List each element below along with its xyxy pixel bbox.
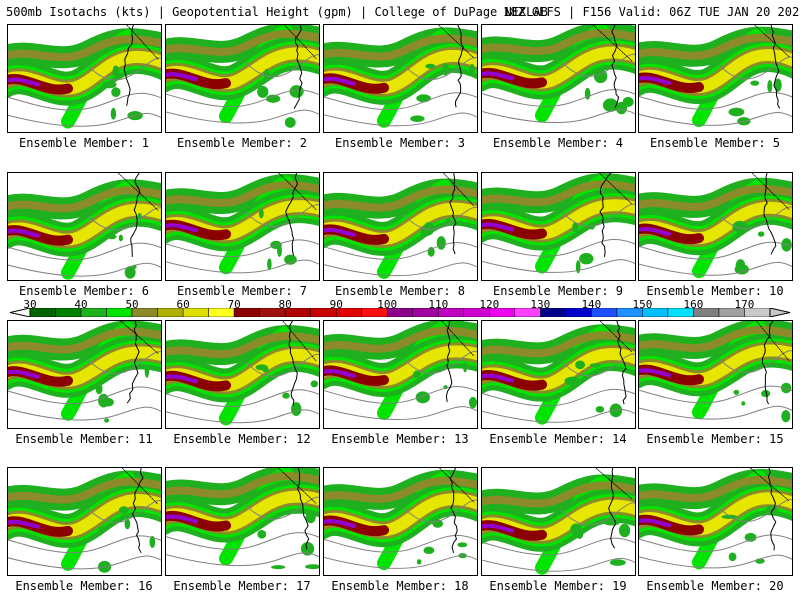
panel-label: Ensemble Member: 14 [489,432,627,446]
isotach-map [166,173,319,275]
isotach-map [639,321,792,423]
panel-label: Ensemble Member: 7 [176,284,308,298]
colorbar-right-arrow [769,308,790,317]
colorbar-tick-label: 150 [632,298,653,311]
isotach-map [166,25,319,128]
panel-label: Ensemble Member: 1 [18,136,150,150]
panel-label: Ensemble Member: 3 [334,136,466,150]
ensemble-panel [7,320,162,429]
ensemble-panel [165,467,320,576]
isotach-map [482,321,635,425]
panel-label: Ensemble Member: 15 [646,432,784,446]
panel-label: Ensemble Member: 20 [646,579,784,593]
ensemble-panel [638,24,793,133]
colorbar-tick-label: 50 [125,298,139,311]
panel-label: Ensemble Member: 8 [334,284,466,298]
colorbar-tick-label: 130 [530,298,551,311]
colorbar-tick-label: 110 [428,298,449,311]
panel-label: Ensemble Member: 6 [18,284,150,298]
colorbar-tick-label: 170 [734,298,755,311]
colorbar-tick-label: 100 [377,298,398,311]
ensemble-panel [323,320,478,429]
colorbar-tick-label: 60 [176,298,190,311]
colorbar [10,308,790,317]
run-info: 18Z GEFS | F156 Valid: 06Z TUE JAN 20 20… [503,5,800,19]
colorbar-tick-label: 160 [683,298,704,311]
isotach-map [639,25,792,127]
isotach-map [482,468,635,575]
ensemble-panel [481,172,636,281]
colorbar-tick-label: 70 [227,298,241,311]
ensemble-panel [165,320,320,429]
ensemble-panel [638,172,793,281]
panel-label: Ensemble Member: 4 [492,136,624,150]
colorbar-tick-label: 140 [581,298,602,311]
isotach-map [8,25,161,129]
isotach-map [8,321,161,423]
isotach-map [324,468,477,571]
isotach-map [482,25,635,124]
ensemble-panel [481,320,636,429]
ensemble-panel [165,172,320,281]
panel-label: Ensemble Member: 18 [331,579,469,593]
ensemble-panel [7,24,162,133]
ensemble-panel [481,467,636,576]
isotach-map [324,321,477,421]
colorbar-tick-label: 40 [74,298,88,311]
panel-label: Ensemble Member: 13 [331,432,469,446]
isotach-map [639,468,792,570]
colorbar-tick-label: 80 [278,298,292,311]
ensemble-panel [7,467,162,576]
isotach-map [166,321,319,426]
panel-label: Ensemble Member: 12 [173,432,311,446]
isotach-map [324,25,477,128]
isotach-map [324,173,477,279]
ensemble-panel [323,24,478,133]
isotach-map [8,173,161,280]
ensemble-panel [638,467,793,576]
panel-label: Ensemble Member: 16 [15,579,153,593]
ensemble-panel [323,467,478,576]
colorbar-tick-label: 90 [329,298,343,311]
panel-label: Ensemble Member: 11 [15,432,153,446]
panel-label: Ensemble Member: 5 [649,136,781,150]
map-title: 500mb Isotachs (kts) | Geopotential Heig… [6,5,548,19]
panel-label: Ensemble Member: 10 [646,284,784,298]
ensemble-panel [7,172,162,281]
isotach-map [482,173,635,274]
isotach-map [8,468,161,573]
panel-label: Ensemble Member: 19 [489,579,627,593]
ensemble-panel [165,24,320,133]
colorbar-tick-label: 30 [23,298,37,311]
isotach-map [639,173,792,279]
ensemble-panel [323,172,478,281]
isotach-map [166,468,319,570]
ensemble-panel [638,320,793,429]
panel-label: Ensemble Member: 9 [492,284,624,298]
panel-label: Ensemble Member: 17 [173,579,311,593]
colorbar-tick-label: 120 [479,298,500,311]
panel-label: Ensemble Member: 2 [176,136,308,150]
ensemble-panel [481,24,636,133]
